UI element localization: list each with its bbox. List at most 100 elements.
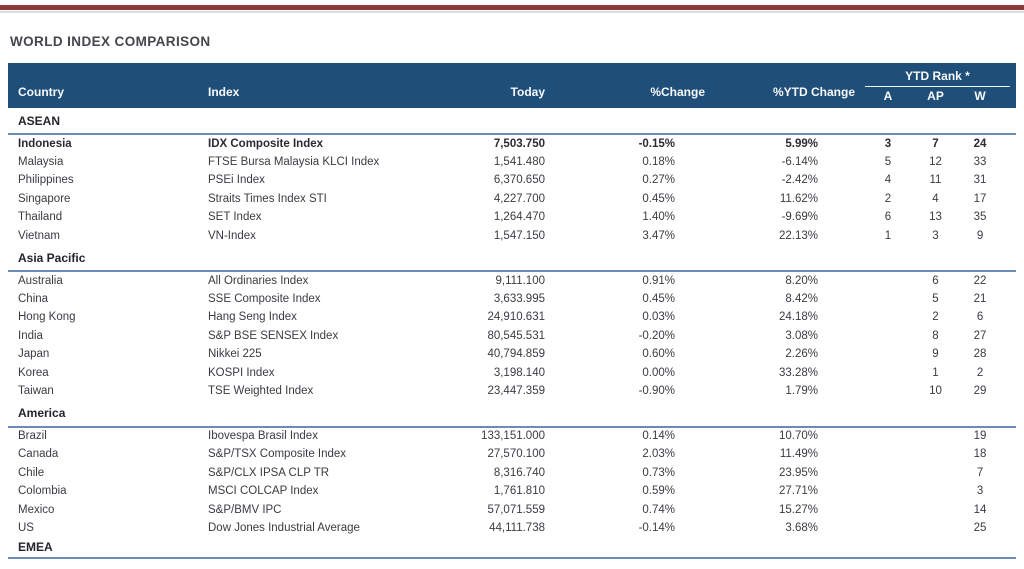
index-cell: FTSE Bursa Malaysia KLCI Index bbox=[208, 155, 380, 168]
rank-w-cell: 14 bbox=[973, 503, 987, 516]
rank-w-cell: 9 bbox=[976, 229, 984, 242]
country-cell: Thailand bbox=[18, 211, 63, 224]
country-cell: Canada bbox=[18, 448, 59, 461]
table-row: Hong Kong Hang Seng Index 24,910.631 0.0… bbox=[8, 308, 1016, 327]
rank-ap-cell bbox=[913, 464, 958, 483]
index-cell: IDX Composite Index bbox=[208, 137, 324, 150]
today-value-cell: 3,198.140 bbox=[493, 366, 545, 379]
rank-a-cell bbox=[863, 364, 913, 383]
country-cell: Indonesia bbox=[18, 137, 72, 150]
column-header-rank-w: W bbox=[958, 89, 1017, 108]
rank-ap-cell: 12 bbox=[929, 155, 942, 168]
pct-change-cell: 0.00% bbox=[642, 366, 675, 379]
index-cell: Ibovespa Brasil Index bbox=[208, 430, 318, 443]
pct-ytd-change-cell: -9.69% bbox=[781, 211, 818, 224]
country-cell: Philippines bbox=[18, 174, 74, 187]
pct-ytd-change-cell: -2.42% bbox=[781, 174, 818, 187]
index-cell: All Ordinaries Index bbox=[208, 274, 309, 287]
today-value-cell: 24,910.631 bbox=[487, 311, 545, 324]
column-header-country: Country bbox=[8, 63, 208, 108]
rank-ap-cell: 8 bbox=[932, 329, 939, 342]
top-red-divider bbox=[0, 5, 1024, 10]
rank-w-cell: 17 bbox=[973, 192, 987, 205]
country-cell: US bbox=[18, 522, 34, 535]
section-title: EMEA bbox=[8, 537, 1017, 559]
rank-a-cell bbox=[863, 482, 913, 501]
pct-change-cell: -0.20% bbox=[638, 329, 675, 342]
index-cell: SET Index bbox=[208, 211, 262, 224]
rank-a-cell bbox=[863, 501, 913, 520]
rank-a-cell bbox=[863, 271, 913, 290]
index-cell: Dow Jones Industrial Average bbox=[208, 522, 360, 535]
rank-ap-cell: 6 bbox=[932, 274, 939, 287]
country-cell: Taiwan bbox=[18, 385, 54, 398]
rank-w-cell: 27 bbox=[973, 329, 987, 342]
rank-w-cell: 31 bbox=[973, 174, 987, 187]
rank-w-cell: 3 bbox=[976, 485, 984, 498]
pct-change-cell: -0.15% bbox=[638, 137, 675, 150]
table-row: Thailand SET Index 1,264.470 1.40% -9.69… bbox=[8, 208, 1016, 227]
table-row: Japan Nikkei 225 40,794.859 0.60% 2.26% … bbox=[8, 345, 1016, 364]
column-header-today: Today bbox=[463, 63, 553, 108]
pct-ytd-change-cell: 8.42% bbox=[785, 292, 818, 305]
rank-a-cell bbox=[863, 445, 913, 464]
ytd-rank-group-label: YTD Rank * bbox=[865, 69, 1011, 87]
section-header-row: Asia Pacific bbox=[8, 245, 1017, 272]
country-cell: Hong Kong bbox=[18, 311, 76, 324]
table-row: Mexico S&P/BMV IPC 57,071.559 0.74% 15.2… bbox=[8, 501, 1016, 520]
rank-a-cell bbox=[863, 519, 913, 538]
table-row: Singapore Straits Times Index STI 4,227.… bbox=[8, 190, 1016, 209]
today-value-cell: 40,794.859 bbox=[487, 348, 545, 361]
table-row: Vietnam VN-Index 1,547.150 3.47% 22.13% … bbox=[8, 227, 1016, 246]
rank-ap-cell: 9 bbox=[932, 348, 939, 361]
rank-w-cell: 35 bbox=[973, 211, 987, 224]
section-header-row: ASEAN bbox=[8, 108, 1017, 135]
index-cell: TSE Weighted Index bbox=[208, 385, 314, 398]
rank-a-cell bbox=[863, 345, 913, 364]
pct-change-cell: -0.14% bbox=[638, 522, 675, 535]
rank-w-cell: 6 bbox=[976, 311, 984, 324]
pct-ytd-change-cell: 22.13% bbox=[778, 229, 818, 242]
pct-change-cell: 0.73% bbox=[642, 466, 675, 479]
table-row: Taiwan TSE Weighted Index 23,447.359 -0.… bbox=[8, 382, 1016, 401]
pct-change-cell: 0.14% bbox=[642, 430, 675, 443]
pct-change-cell: 0.27% bbox=[642, 174, 675, 187]
rank-ap-cell: 7 bbox=[932, 137, 939, 150]
rank-a-cell bbox=[863, 464, 913, 483]
table-row: US Dow Jones Industrial Average 44,111.7… bbox=[8, 519, 1016, 538]
table-row: Malaysia FTSE Bursa Malaysia KLCI Index … bbox=[8, 153, 1016, 172]
pct-ytd-change-cell: 11.62% bbox=[779, 192, 818, 205]
index-cell: VN-Index bbox=[208, 229, 256, 242]
section-title: ASEAN bbox=[8, 108, 1017, 135]
pct-ytd-change-cell: 11.49% bbox=[779, 448, 818, 461]
table-row: China SSE Composite Index 3,633.995 0.45… bbox=[8, 290, 1016, 309]
country-cell: Vietnam bbox=[18, 229, 60, 242]
country-cell: India bbox=[18, 329, 43, 342]
rank-w-cell: 22 bbox=[973, 274, 987, 287]
today-value-cell: 8,316.740 bbox=[493, 466, 545, 479]
column-header-rank-ap: AP bbox=[913, 89, 958, 108]
table-row: Canada S&P/TSX Composite Index 27,570.10… bbox=[8, 445, 1016, 464]
rank-w-cell: 7 bbox=[976, 466, 984, 479]
pct-change-cell: 0.45% bbox=[642, 292, 675, 305]
section-title: Asia Pacific bbox=[8, 245, 1017, 272]
table-body: ASEAN Indonesia IDX Composite Index 7,50… bbox=[8, 108, 1017, 559]
table-row: Korea KOSPI Index 3,198.140 0.00% 33.28%… bbox=[8, 364, 1016, 383]
pct-change-cell: 3.47% bbox=[642, 229, 675, 242]
today-value-cell: 133,151.000 bbox=[481, 430, 545, 443]
pct-ytd-change-cell: 5.99% bbox=[785, 137, 818, 150]
today-value-cell: 7,503.750 bbox=[493, 137, 545, 150]
rank-ap-cell bbox=[913, 501, 958, 520]
today-value-cell: 1,761.810 bbox=[493, 485, 545, 498]
pct-ytd-change-cell: 3.68% bbox=[785, 522, 818, 535]
rank-w-cell: 25 bbox=[973, 522, 987, 535]
section-header-row: EMEA bbox=[8, 537, 1017, 559]
rank-a-cell bbox=[863, 327, 913, 346]
top-divider-shadow bbox=[0, 11, 1024, 13]
rank-a-cell bbox=[863, 290, 913, 309]
rank-ap-cell bbox=[913, 482, 958, 501]
table-row: Brazil Ibovespa Brasil Index 133,151.000… bbox=[8, 427, 1016, 446]
pct-ytd-change-cell: 10.70% bbox=[778, 430, 818, 443]
country-cell: Brazil bbox=[18, 430, 47, 443]
rank-ap-cell bbox=[913, 427, 958, 446]
